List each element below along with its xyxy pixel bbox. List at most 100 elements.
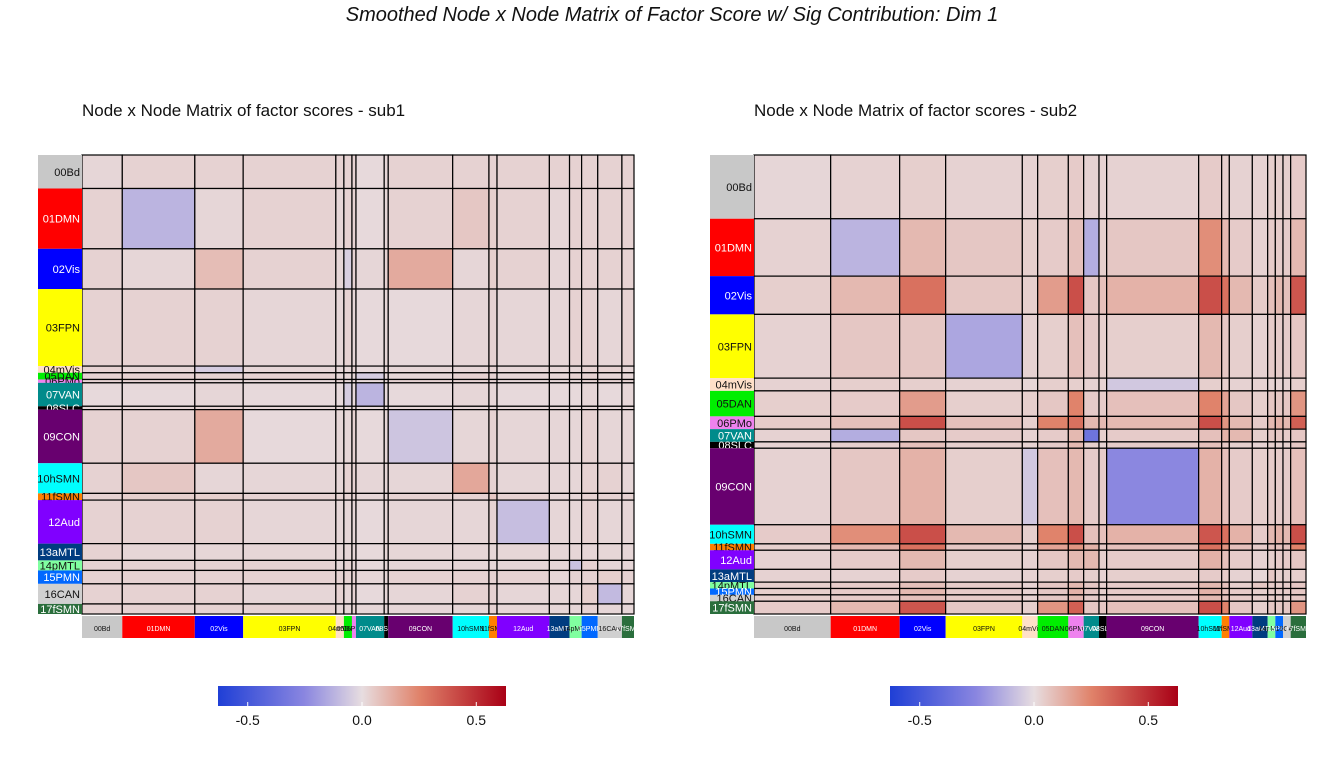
heatmap-cell: [621, 248, 635, 290]
heatmap-cell: [1037, 549, 1069, 570]
column-color-strip: [343, 616, 352, 638]
heatmap-cell: [753, 600, 832, 615]
heatmap-cell: [81, 499, 123, 545]
heatmap-cell: [621, 365, 635, 374]
heatmap-cell: [488, 365, 498, 374]
heatmap-cell: [830, 568, 901, 583]
heatmap-cell: [81, 559, 123, 572]
heatmap-cell: [1221, 600, 1230, 615]
heatmap-cell: [496, 409, 550, 464]
colorbar-tick-label: 0.5: [467, 712, 487, 728]
heatmap-cell: [1098, 154, 1108, 220]
column-label: 09CON: [409, 626, 432, 633]
column-label: 05DAN: [337, 626, 360, 633]
heatmap-cell: [1021, 154, 1039, 220]
heatmap-cell: [121, 543, 196, 561]
row-label: 06PMo: [717, 418, 752, 430]
heatmap-cell: [945, 568, 1023, 583]
heatmap-cell: [496, 248, 550, 290]
heatmap-cell: [1083, 275, 1100, 315]
heatmap-cell: [899, 154, 947, 220]
heatmap-cell: [488, 187, 498, 250]
heatmap-cell: [496, 382, 550, 407]
heatmap-cell: [1083, 313, 1100, 379]
heatmap-cell: [1098, 313, 1108, 379]
row-label: 02Vis: [725, 290, 753, 302]
heatmap-cell: [1267, 600, 1276, 615]
column-color-strip: [899, 616, 946, 638]
heatmap-cell: [1106, 377, 1200, 392]
heatmap-cell: [121, 409, 196, 464]
heatmap-cell: [1282, 390, 1292, 417]
heatmap-cell: [335, 583, 345, 605]
heatmap-cell: [355, 288, 385, 367]
row-label: 03FPN: [718, 341, 752, 353]
heatmap-cell: [1290, 441, 1307, 449]
heatmap-cell: [568, 372, 583, 381]
heatmap-cell: [242, 382, 337, 407]
heatmap-cell: [351, 288, 357, 367]
heatmap-cell: [1198, 415, 1223, 430]
row-color-strip: [38, 289, 82, 367]
heatmap-cell: [1228, 441, 1253, 449]
heatmap-panel-sub2: Node x Node Matrix of factor scores - su…: [709, 101, 1311, 728]
heatmap-cell: [383, 499, 389, 545]
heatmap-cell: [1021, 390, 1039, 417]
heatmap-cell: [1098, 594, 1108, 602]
heatmap-cell: [335, 603, 345, 615]
heatmap-cell: [899, 447, 947, 526]
column-label: 15PMN: [1267, 626, 1290, 633]
heatmap-cell: [945, 543, 1023, 551]
heatmap-cell: [753, 568, 832, 583]
heatmap-cell: [597, 248, 623, 290]
column-label: 10hSMN: [1197, 626, 1224, 633]
heatmap-cell: [1021, 428, 1039, 443]
heatmap-cell: [1083, 441, 1100, 449]
heatmap-cell: [1274, 594, 1284, 602]
heatmap-cell: [452, 248, 490, 290]
heatmap-cell: [1106, 581, 1200, 590]
column-label: 11fSMN: [481, 626, 506, 633]
heatmap-cell: [355, 154, 385, 190]
heatmap-cell: [242, 372, 337, 381]
column-label: 06PMo: [1065, 626, 1087, 633]
column-color-strip: [488, 616, 498, 638]
row-label: 07VAN: [718, 431, 752, 443]
heatmap-cell: [351, 409, 357, 464]
heatmap-cell: [383, 288, 389, 367]
heatmap-cell: [488, 372, 498, 381]
heatmap-cell: [899, 218, 947, 277]
row-color-strip: [38, 366, 82, 373]
column-label: 10hSMN: [457, 626, 484, 633]
heatmap-cell: [899, 549, 947, 570]
heatmap-cell: [355, 372, 385, 381]
heatmap-cell: [343, 569, 353, 585]
column-label: 12Aud: [513, 626, 533, 633]
heatmap-cell: [621, 462, 635, 494]
colorbar-gradient: [218, 686, 506, 706]
heatmap-cell: [335, 382, 345, 407]
heatmap-cell: [1037, 377, 1069, 392]
heatmap-cell: [194, 365, 244, 374]
heatmap-cell: [945, 218, 1023, 277]
row-label: 12Aud: [48, 517, 80, 529]
heatmap-cell: [194, 248, 244, 290]
heatmap-cell: [1274, 447, 1284, 526]
heatmap-cell: [1098, 390, 1108, 417]
heatmap-cell: [496, 462, 550, 494]
column-label: 17fSMN: [1286, 626, 1311, 633]
heatmap-cell: [351, 569, 357, 585]
heatmap-cell: [830, 415, 901, 430]
colorbar-tick-label: 0.5: [1139, 712, 1159, 728]
heatmap-cell: [1282, 313, 1292, 379]
heatmap-cell: [1037, 594, 1069, 602]
heatmap-cell: [1021, 581, 1039, 590]
heatmap-cell: [1021, 524, 1039, 545]
heatmap-cell: [335, 543, 345, 561]
column-label: 03FPN: [973, 626, 995, 633]
heatmap-cell: [1290, 447, 1307, 526]
heatmap-cell: [1221, 581, 1230, 590]
heatmap-cell: [1098, 218, 1108, 277]
column-label: 01DMN: [853, 626, 877, 633]
heatmap-cell: [452, 583, 490, 605]
